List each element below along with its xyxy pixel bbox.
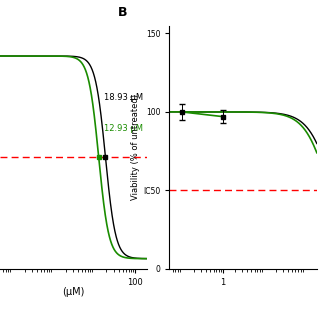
Y-axis label: Viability (% of untreated): Viability (% of untreated)	[132, 94, 140, 200]
Text: 12.93 μM: 12.93 μM	[104, 124, 143, 133]
X-axis label: (μM): (μM)	[62, 287, 85, 297]
Text: B: B	[118, 6, 127, 19]
Text: 18.93 μM: 18.93 μM	[104, 93, 143, 102]
